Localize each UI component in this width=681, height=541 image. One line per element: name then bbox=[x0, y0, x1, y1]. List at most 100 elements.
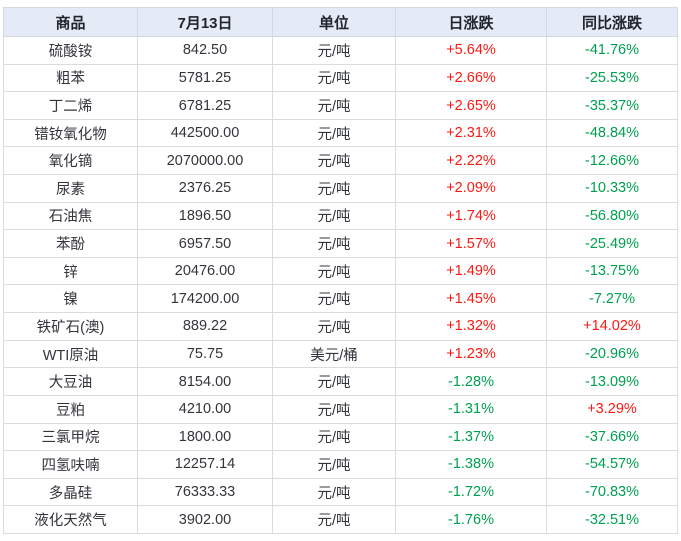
commodity-name: 多晶硅 bbox=[3, 477, 138, 507]
header-unit: 单位 bbox=[272, 7, 396, 37]
unit-label: 元/吨 bbox=[272, 201, 396, 231]
day-change-value: +2.22% bbox=[395, 146, 547, 176]
yoy-change-value: -20.96% bbox=[546, 339, 678, 369]
commodity-name: 三氯甲烷 bbox=[3, 422, 138, 452]
unit-label: 元/吨 bbox=[272, 256, 396, 286]
price-value: 2376.25 bbox=[137, 174, 273, 203]
commodity-name: 大豆油 bbox=[3, 367, 138, 396]
yoy-change-value: +3.29% bbox=[546, 394, 678, 424]
day-change-value: +1.23% bbox=[395, 339, 547, 369]
yoy-change-value: -56.80% bbox=[546, 201, 678, 231]
price-value: 5781.25 bbox=[137, 63, 273, 93]
commodity-name: 锌 bbox=[3, 256, 138, 286]
unit-label: 元/吨 bbox=[272, 422, 396, 452]
commodity-name: 硫酸铵 bbox=[3, 36, 138, 65]
table-row: 尿素 2376.25 元/吨 +2.09% -10.33% bbox=[3, 174, 678, 203]
unit-label: 元/吨 bbox=[272, 312, 396, 341]
price-value: 2070000.00 bbox=[137, 146, 273, 176]
table-body: 硫酸铵 842.50 元/吨 +5.64% -41.76% 粗苯 5781.25 元/吨 +2.… bbox=[3, 36, 678, 534]
day-change-value: +5.64% bbox=[395, 36, 547, 65]
yoy-change-value: -7.27% bbox=[546, 284, 678, 314]
commodity-name: 豆粕 bbox=[3, 394, 138, 424]
day-change-value: +2.31% bbox=[395, 118, 547, 148]
yoy-change-value: -25.49% bbox=[546, 229, 678, 258]
yoy-change-value: -25.53% bbox=[546, 63, 678, 93]
table-row: 苯酚 6957.50 元/吨 +1.57% -25.49% bbox=[3, 229, 678, 258]
price-value: 3902.00 bbox=[137, 505, 273, 534]
yoy-change-value: -41.76% bbox=[546, 36, 678, 65]
day-change-value: +1.32% bbox=[395, 312, 547, 341]
yoy-change-value: -37.66% bbox=[546, 422, 678, 452]
table-row: 粗苯 5781.25 元/吨 +2.66% -25.53% bbox=[3, 63, 678, 93]
unit-label: 元/吨 bbox=[272, 367, 396, 396]
day-change-value: -1.76% bbox=[395, 505, 547, 534]
unit-label: 元/吨 bbox=[272, 394, 396, 424]
unit-label: 元/吨 bbox=[272, 174, 396, 203]
unit-label: 元/吨 bbox=[272, 450, 396, 479]
header-date-price: 7月13日 bbox=[137, 7, 273, 37]
day-change-value: +2.09% bbox=[395, 174, 547, 203]
commodity-name: 粗苯 bbox=[3, 63, 138, 93]
commodity-name: 氧化镝 bbox=[3, 146, 138, 176]
day-change-value: -1.31% bbox=[395, 394, 547, 424]
day-change-value: +2.65% bbox=[395, 91, 547, 120]
unit-label: 元/吨 bbox=[272, 63, 396, 93]
commodity-name: 四氢呋喃 bbox=[3, 450, 138, 479]
yoy-change-value: +14.02% bbox=[546, 312, 678, 341]
yoy-change-value: -13.09% bbox=[546, 367, 678, 396]
price-value: 174200.00 bbox=[137, 284, 273, 314]
day-change-value: -1.72% bbox=[395, 477, 547, 507]
unit-label: 元/吨 bbox=[272, 284, 396, 314]
commodity-name: 镨钕氧化物 bbox=[3, 118, 138, 148]
price-value: 1896.50 bbox=[137, 201, 273, 231]
day-change-value: +1.74% bbox=[395, 201, 547, 231]
price-value: 842.50 bbox=[137, 36, 273, 65]
unit-label: 元/吨 bbox=[272, 91, 396, 120]
unit-label: 元/吨 bbox=[272, 146, 396, 176]
price-value: 6781.25 bbox=[137, 91, 273, 120]
unit-label: 元/吨 bbox=[272, 36, 396, 65]
commodity-name: 石油焦 bbox=[3, 201, 138, 231]
day-change-value: +2.66% bbox=[395, 63, 547, 93]
table-row: 镍 174200.00 元/吨 +1.45% -7.27% bbox=[3, 284, 678, 314]
table-row: 大豆油 8154.00 元/吨 -1.28% -13.09% bbox=[3, 367, 678, 396]
day-change-value: -1.38% bbox=[395, 450, 547, 479]
yoy-change-value: -13.75% bbox=[546, 256, 678, 286]
day-change-value: +1.49% bbox=[395, 256, 547, 286]
yoy-change-value: -70.83% bbox=[546, 477, 678, 507]
table-row: WTI原油 75.75 美元/桶 +1.23% -20.96% bbox=[3, 339, 678, 369]
price-value: 76333.33 bbox=[137, 477, 273, 507]
commodity-name: WTI原油 bbox=[3, 339, 138, 369]
price-value: 20476.00 bbox=[137, 256, 273, 286]
table-row: 氧化镝 2070000.00 元/吨 +2.22% -12.66% bbox=[3, 146, 678, 176]
commodity-name: 尿素 bbox=[3, 174, 138, 203]
unit-label: 美元/桶 bbox=[272, 339, 396, 369]
table-row: 三氯甲烷 1800.00 元/吨 -1.37% -37.66% bbox=[3, 422, 678, 452]
table-row: 铁矿石(澳) 889.22 元/吨 +1.32% +14.02% bbox=[3, 312, 678, 341]
price-value: 1800.00 bbox=[137, 422, 273, 452]
unit-label: 元/吨 bbox=[272, 118, 396, 148]
price-value: 75.75 bbox=[137, 339, 273, 369]
yoy-change-value: -12.66% bbox=[546, 146, 678, 176]
unit-label: 元/吨 bbox=[272, 505, 396, 534]
day-change-value: -1.28% bbox=[395, 367, 547, 396]
commodity-name: 丁二烯 bbox=[3, 91, 138, 120]
commodity-name: 铁矿石(澳) bbox=[3, 312, 138, 341]
unit-label: 元/吨 bbox=[272, 477, 396, 507]
yoy-change-value: -54.57% bbox=[546, 450, 678, 479]
header-yoy-change: 同比涨跌 bbox=[546, 7, 678, 37]
table-row: 石油焦 1896.50 元/吨 +1.74% -56.80% bbox=[3, 201, 678, 231]
table-header: 商品 7月13日 单位 日涨跌 同比涨跌 bbox=[3, 7, 678, 37]
commodity-name: 苯酚 bbox=[3, 229, 138, 258]
header-day-change: 日涨跌 bbox=[395, 7, 547, 37]
table-row: 镨钕氧化物 442500.00 元/吨 +2.31% -48.84% bbox=[3, 118, 678, 148]
price-value: 442500.00 bbox=[137, 118, 273, 148]
header-row: 商品 7月13日 单位 日涨跌 同比涨跌 bbox=[3, 7, 678, 37]
table-row: 丁二烯 6781.25 元/吨 +2.65% -35.37% bbox=[3, 91, 678, 120]
yoy-change-value: -10.33% bbox=[546, 174, 678, 203]
price-value: 8154.00 bbox=[137, 367, 273, 396]
table-row: 锌 20476.00 元/吨 +1.49% -13.75% bbox=[3, 256, 678, 286]
table-row: 四氢呋喃 12257.14 元/吨 -1.38% -54.57% bbox=[3, 450, 678, 479]
commodity-price-table: 商品 7月13日 单位 日涨跌 同比涨跌 硫酸铵 842.50 元/吨 +5.64% -… bbox=[3, 7, 678, 534]
